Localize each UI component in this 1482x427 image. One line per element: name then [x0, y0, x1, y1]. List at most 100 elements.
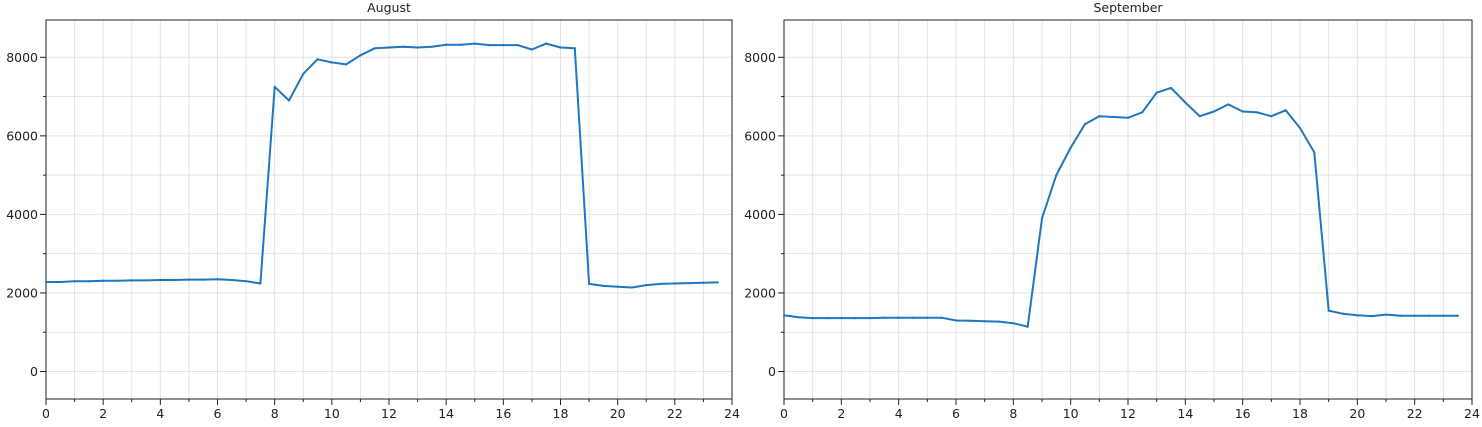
august-data-point [716, 281, 719, 284]
september-x-tick-label: 16 [1235, 406, 1251, 421]
september-series-line [783, 86, 1459, 328]
august-data-point [316, 58, 319, 61]
september-data-point [1040, 217, 1044, 220]
august-data-point [659, 282, 662, 286]
september-data-point [897, 316, 900, 319]
august-data-point [345, 63, 348, 66]
september-data-point [1284, 109, 1287, 112]
august-data-point [487, 44, 491, 47]
august-data-point [202, 278, 205, 281]
august-data-point [144, 279, 148, 282]
september-data-point [983, 320, 986, 323]
august-data-point [587, 282, 591, 286]
september-data-point [1141, 111, 1144, 114]
august-data-point [130, 279, 133, 282]
september-data-point [1069, 146, 1072, 149]
september-data-point [1055, 174, 1058, 177]
august-data-point [59, 280, 62, 284]
september-data-point [811, 316, 814, 320]
september-x-tick-label: 12 [1120, 406, 1136, 421]
september-data-point [1169, 86, 1173, 90]
september-data-point [940, 316, 943, 319]
september-x-tick-label: 14 [1177, 406, 1193, 421]
september-data-point [1212, 110, 1216, 113]
september-data-point [1313, 151, 1316, 154]
august-series-line [45, 42, 719, 289]
august-data-point [287, 99, 291, 102]
september-x-tick-label: 22 [1407, 406, 1423, 421]
september-data-point [854, 316, 857, 320]
september-data-point [911, 316, 915, 319]
september-data-point [1341, 312, 1345, 315]
september-data-point [1098, 115, 1101, 118]
august-data-point [645, 284, 648, 287]
september-data-point [1184, 101, 1187, 104]
august-data-point [359, 54, 362, 57]
august-x-tick-label: 12 [381, 406, 397, 421]
september-data-point [1083, 122, 1087, 126]
august-data-point [187, 278, 191, 281]
september-data-point [883, 316, 886, 319]
september-data-point [1384, 313, 1388, 316]
september-data-point [797, 316, 800, 319]
september-x-tick-label: 0 [780, 406, 788, 421]
august-x-tick-label: 24 [724, 406, 740, 421]
august-data-point [330, 61, 333, 64]
september-data-point [969, 319, 972, 322]
august-data-point [159, 278, 162, 282]
august-x-tick-label: 8 [271, 406, 279, 421]
august-data-point [459, 43, 462, 46]
september-data-point [782, 314, 786, 317]
september-x-tick-label: 24 [1464, 406, 1480, 421]
september-x-tick-label: 10 [1063, 406, 1079, 421]
september-title: September [1093, 0, 1163, 15]
september-data-point [1155, 91, 1158, 94]
august-data-point [516, 44, 519, 47]
september-y-tick-label: 2000 [744, 285, 776, 300]
august-chart: 0 2 4 6 8 10 12 14 16 18 20 22 2402000400060008000Au… [6, 0, 740, 421]
august-data-point [302, 72, 305, 75]
september-data-point [1456, 314, 1459, 317]
august-data-point [373, 47, 376, 50]
august-data-point [473, 42, 476, 45]
august-x-tick-label: 10 [324, 406, 340, 421]
august-data-point [630, 286, 634, 289]
september-data-point [1298, 126, 1302, 130]
august-y-tick-label: 2000 [6, 285, 38, 300]
august-x-tick-label: 14 [438, 406, 454, 421]
september-data-point [954, 319, 958, 322]
august-data-point [230, 278, 233, 282]
august-x-tick-label: 20 [610, 406, 626, 421]
august-data-point [530, 48, 534, 51]
august-data-point [702, 281, 705, 284]
august-data-point [73, 280, 76, 283]
august-x-tick-label: 2 [99, 406, 107, 421]
august-data-point [688, 282, 691, 285]
august-y-tick-label: 4000 [6, 207, 38, 222]
august-data-point [273, 85, 276, 88]
september-data-point [1112, 115, 1115, 119]
august-data-point [387, 46, 391, 49]
august-data-point [573, 47, 576, 50]
august-data-point [116, 279, 119, 282]
august-data-point [216, 278, 219, 281]
august-data-point [87, 280, 90, 283]
september-data-point [840, 316, 843, 320]
august-x-tick-label: 16 [495, 406, 511, 421]
september-data-point [868, 316, 872, 320]
august-data-point [673, 282, 676, 285]
august-y-tick-label: 0 [30, 364, 38, 379]
august-x-tick-label: 6 [214, 406, 222, 421]
august-title: August [367, 0, 411, 15]
september-chart: 0 2 4 6 8 10 12 14 16 18 20 22 2402000400060008000Se… [744, 0, 1480, 421]
september-data-point [926, 316, 929, 319]
august-x-tick-label: 22 [667, 406, 683, 421]
august-data-point [102, 279, 105, 282]
august-data-point [416, 46, 419, 49]
september-data-point [1270, 115, 1273, 118]
september-data-point [1413, 314, 1416, 317]
august-x-tick-label: 4 [156, 406, 164, 421]
september-data-point [1370, 315, 1373, 318]
august-data-point [445, 43, 448, 46]
